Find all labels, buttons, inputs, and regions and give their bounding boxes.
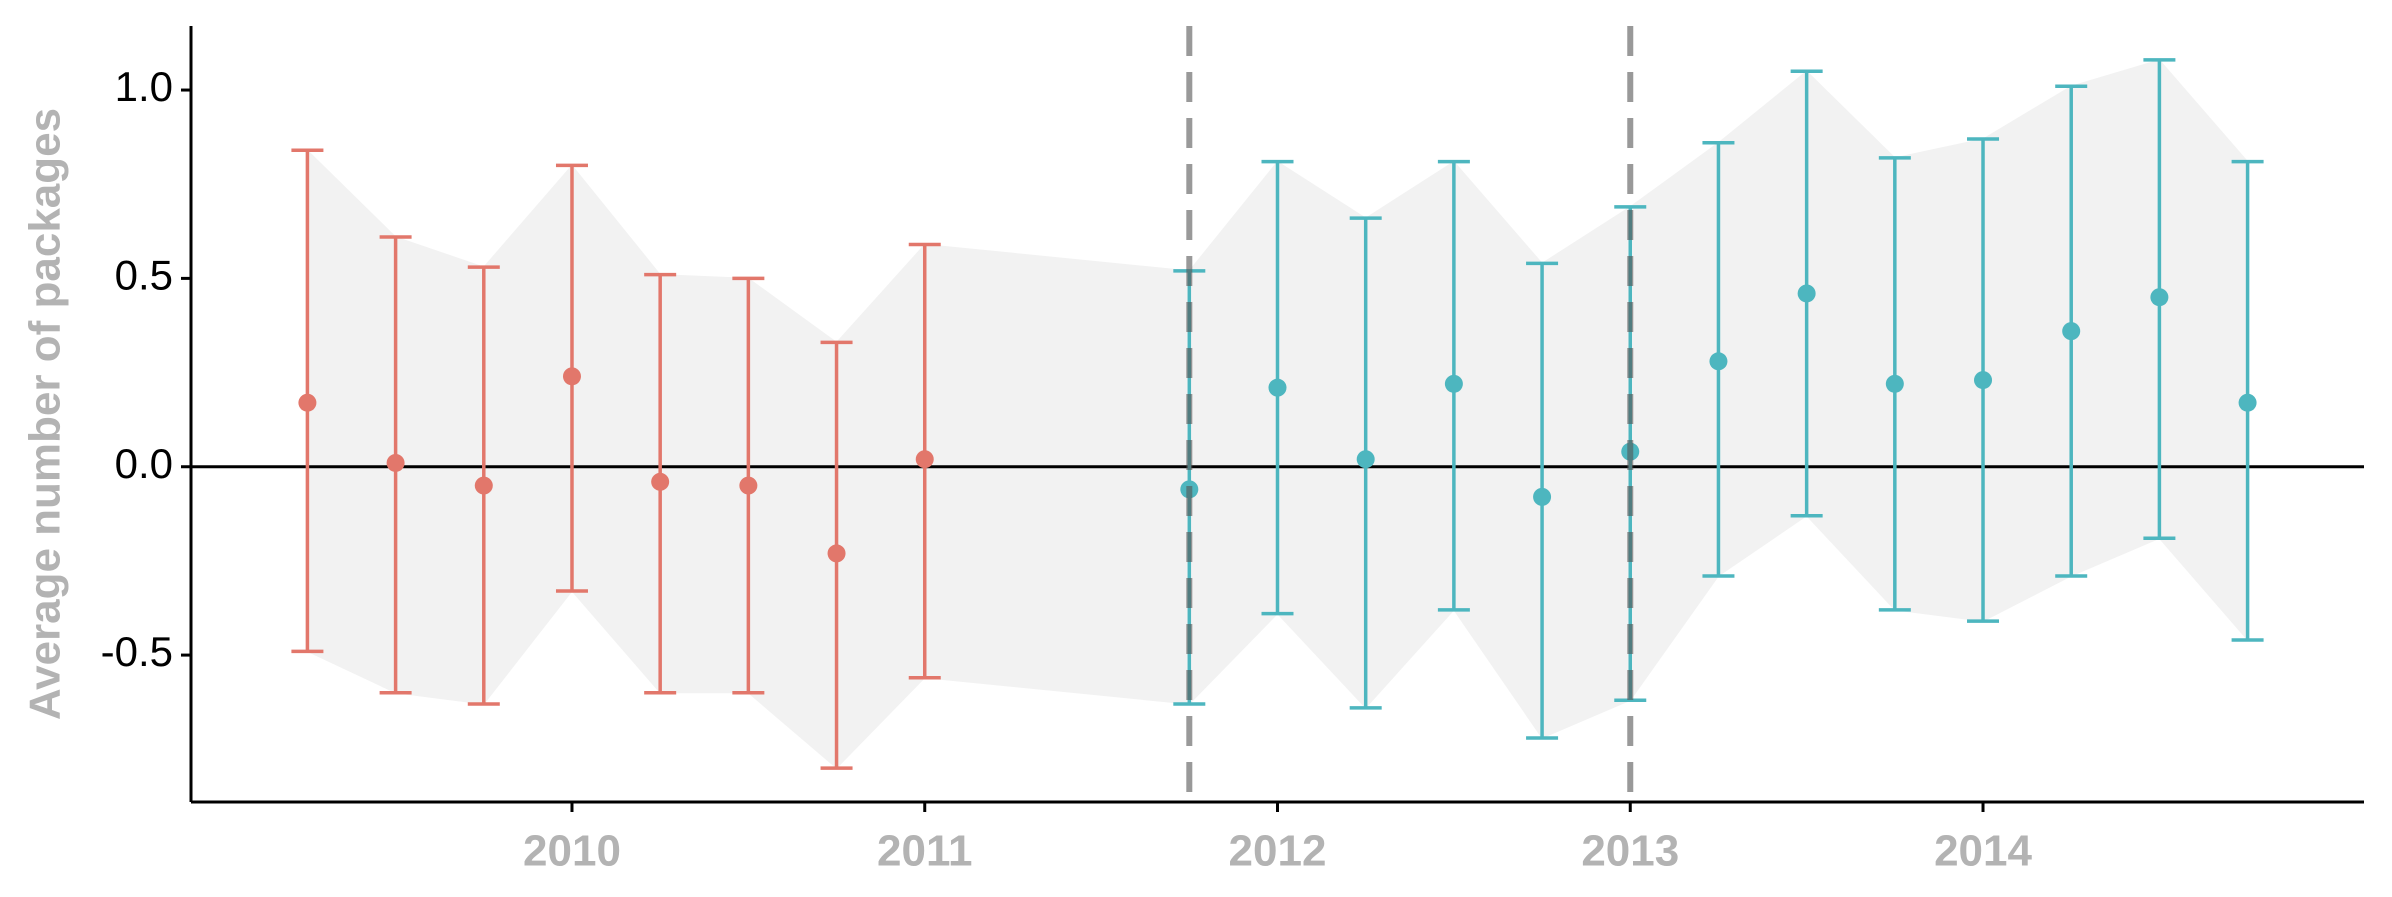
y-tick-label: 1.0 — [115, 63, 173, 110]
point — [1709, 352, 1728, 371]
ribbon — [1365, 160, 1455, 710]
point — [2062, 322, 2081, 341]
point — [562, 367, 581, 386]
point — [474, 476, 493, 495]
ribbon — [1717, 70, 1808, 577]
ribbon — [1806, 70, 1896, 612]
y-tick-label: 0.5 — [115, 251, 173, 298]
point — [2150, 288, 2169, 307]
ribbon — [747, 277, 838, 770]
y-axis-label: Average number of packages — [21, 108, 70, 720]
ribbon — [1629, 141, 1719, 702]
point — [1444, 374, 1463, 393]
y-tick-label: -0.5 — [101, 628, 173, 675]
ribbon — [1277, 160, 1367, 710]
point — [827, 544, 846, 563]
point — [1797, 284, 1816, 303]
ribbon — [571, 163, 661, 695]
point — [1885, 374, 1904, 393]
ribbon — [2158, 58, 2249, 642]
point — [1533, 487, 1552, 506]
ribbon — [1894, 138, 1984, 622]
y-tick-label: 0.0 — [115, 440, 173, 487]
ribbon — [1188, 160, 1278, 706]
point — [1356, 450, 1375, 469]
ribbon — [1982, 85, 2072, 623]
ribbon — [395, 236, 485, 705]
ribbon — [924, 243, 1190, 705]
ribbon — [836, 243, 926, 770]
point — [2238, 393, 2257, 412]
point — [1268, 378, 1287, 397]
point — [915, 450, 934, 469]
point — [386, 453, 405, 472]
point — [739, 476, 758, 495]
ribbon — [1541, 205, 1631, 739]
x-tick-label: 2011 — [877, 827, 972, 876]
point — [298, 393, 317, 412]
x-tick-label: 2010 — [523, 827, 621, 876]
ribbon — [1453, 160, 1543, 740]
point — [651, 472, 670, 491]
point — [1974, 371, 1993, 390]
x-tick-label: 2013 — [1581, 827, 1679, 876]
x-tick-label: 2012 — [1229, 827, 1327, 876]
ribbon — [2070, 59, 2160, 577]
ribbon — [659, 274, 749, 694]
ribbon — [483, 164, 573, 706]
ribbon — [306, 149, 397, 694]
x-tick-label: 2014 — [1934, 827, 2032, 876]
